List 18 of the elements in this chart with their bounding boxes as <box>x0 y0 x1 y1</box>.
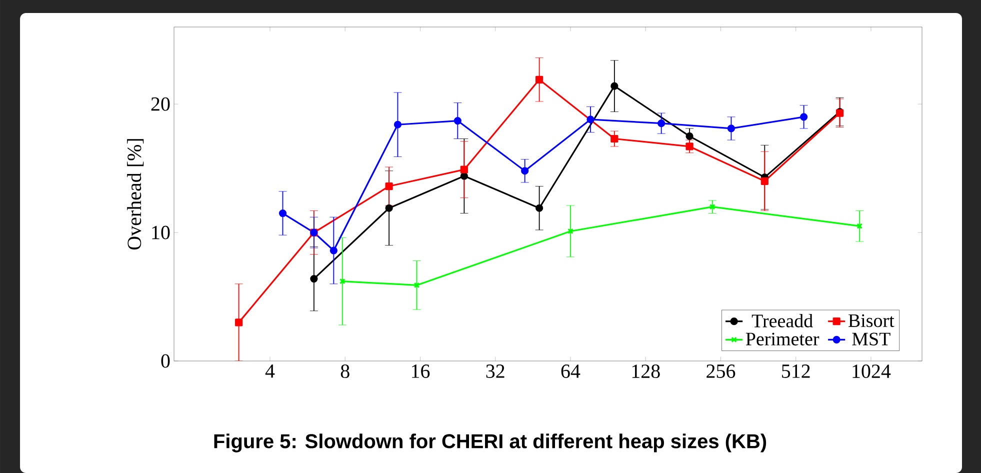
x-tick-label: 32 <box>486 364 504 378</box>
x-tick-label: 1024 <box>852 364 891 378</box>
x-tick-label: 64 <box>561 364 580 378</box>
y-tick-label: 10 <box>152 226 170 240</box>
y-axis-title: Overhead [%] <box>127 139 144 250</box>
legend-label: Treeadd <box>752 314 813 328</box>
x-tick-label: 128 <box>632 364 660 378</box>
legend-label: MST <box>852 332 890 346</box>
x-tick-label: 256 <box>706 364 736 378</box>
legend-label: Perimeter <box>746 332 820 346</box>
legend-label: Bisort <box>848 314 894 328</box>
x-tick-label: 16 <box>412 364 430 378</box>
x-tick-label: 4 <box>265 364 275 378</box>
x-tick-label: 8 <box>340 364 350 378</box>
y-tick-label: 20 <box>151 97 170 111</box>
x-tick-label: 512 <box>782 364 810 378</box>
text: Figure 5: Slowdown for CHERI at different heap sizes (KB) <box>214 434 766 452</box>
y-tick-label: 0 <box>161 354 170 368</box>
